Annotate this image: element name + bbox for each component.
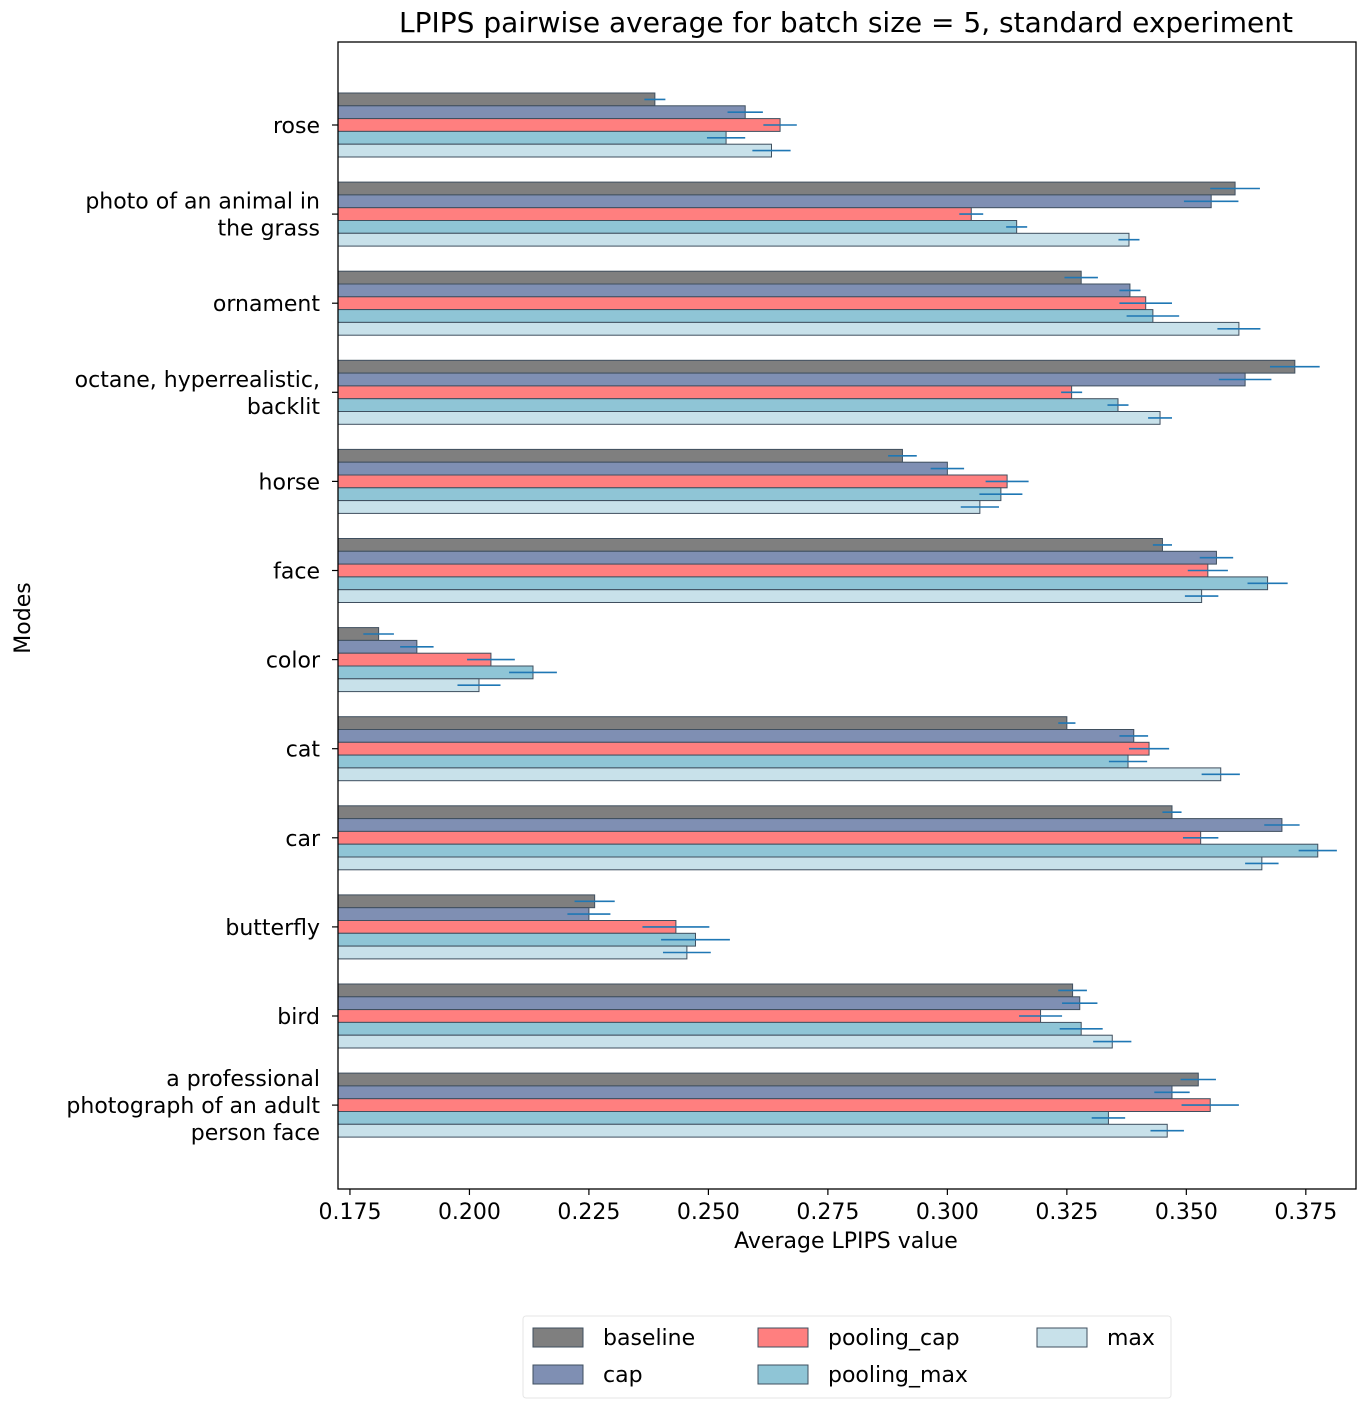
y-tick-label: rose bbox=[273, 114, 320, 139]
y-tick-label: photo of an animal in the grass bbox=[85, 190, 320, 242]
bar-max-10 bbox=[337, 1034, 1113, 1049]
bar-pooling_max-5 bbox=[337, 576, 1269, 591]
bar-pooling_max-8 bbox=[337, 843, 1319, 858]
bar-baseline-8 bbox=[337, 805, 1173, 820]
x-tick-label: 0.325 bbox=[1035, 1200, 1098, 1225]
chart-title: LPIPS pairwise average for batch size = … bbox=[399, 6, 1293, 39]
legend-label-pooling_max: pooling_max bbox=[828, 1363, 968, 1388]
bar-pooling_cap-9 bbox=[337, 920, 677, 934]
bar-cap-4 bbox=[337, 461, 948, 476]
error-bars-layer bbox=[363, 98, 1337, 1132]
bar-baseline-2 bbox=[337, 270, 1082, 285]
x-axis-label: Average LPIPS value bbox=[734, 1229, 958, 1254]
bar-baseline-11 bbox=[337, 1072, 1199, 1087]
bar-cap-2 bbox=[337, 283, 1131, 298]
bar-max-0 bbox=[337, 143, 772, 158]
bar-pooling_max-6 bbox=[337, 665, 534, 680]
y-tick-label: horse bbox=[259, 470, 320, 495]
bar-cap-7 bbox=[337, 729, 1135, 743]
bar-baseline-9 bbox=[337, 894, 596, 909]
bar-cap-0 bbox=[337, 105, 746, 120]
y-tick-label: car bbox=[285, 827, 321, 852]
bar-pooling_cap-1 bbox=[337, 207, 972, 221]
bar-pooling_max-10 bbox=[337, 1021, 1082, 1036]
bar-pooling_max-7 bbox=[337, 754, 1129, 769]
bar-max-9 bbox=[337, 945, 688, 960]
y-tick-label: face bbox=[273, 560, 320, 585]
x-tick-label: 0.225 bbox=[557, 1200, 620, 1225]
bar-baseline-10 bbox=[337, 983, 1074, 998]
bar-pooling_cap-4 bbox=[337, 474, 1008, 489]
x-tick-label: 0.350 bbox=[1155, 1200, 1218, 1225]
bar-cap-11 bbox=[337, 1085, 1173, 1100]
bar-baseline-5 bbox=[337, 538, 1163, 552]
bar-cap-9 bbox=[337, 907, 590, 922]
bar-pooling_max-0 bbox=[337, 130, 727, 145]
bar-cap-3 bbox=[337, 372, 1246, 387]
y-axis-label: Modes bbox=[11, 582, 36, 653]
bar-pooling_cap-5 bbox=[337, 563, 1209, 578]
bar-pooling_cap-10 bbox=[337, 1009, 1042, 1023]
y-tick-label: butterfly bbox=[225, 916, 320, 941]
bar-cap-5 bbox=[337, 550, 1217, 565]
y-tick-label: a professional photograph of an adult pers… bbox=[66, 1067, 320, 1146]
bar-pooling_max-9 bbox=[337, 932, 696, 947]
bar-max-5 bbox=[337, 589, 1203, 604]
bar-pooling_cap-0 bbox=[337, 118, 781, 132]
legend-swatch-pooling_max bbox=[757, 1364, 809, 1385]
bar-baseline-7 bbox=[337, 716, 1068, 731]
x-tick-label: 0.300 bbox=[916, 1200, 979, 1225]
bar-max-2 bbox=[337, 321, 1240, 336]
bars-layer bbox=[337, 92, 1319, 1138]
bar-pooling_cap-11 bbox=[337, 1098, 1211, 1112]
legend-label-cap: cap bbox=[603, 1363, 643, 1388]
bar-pooling_max-11 bbox=[337, 1111, 1109, 1125]
bar-baseline-1 bbox=[337, 181, 1236, 196]
plot-frame bbox=[337, 41, 1357, 1190]
bar-baseline-0 bbox=[337, 92, 656, 107]
bar-pooling_max-3 bbox=[337, 398, 1119, 413]
y-tick-label: ornament bbox=[213, 292, 320, 317]
bar-cap-1 bbox=[337, 194, 1212, 209]
y-tick-label: octane, hyperrealistic, backlit bbox=[75, 368, 321, 420]
bar-pooling_cap-7 bbox=[337, 741, 1150, 756]
bar-pooling_max-4 bbox=[337, 487, 1002, 502]
bar-pooling_max-1 bbox=[337, 220, 1018, 234]
legend: baseline cap pooling_cap pooling_max max bbox=[522, 1315, 1172, 1399]
y-tick-label: bird bbox=[277, 1005, 320, 1030]
legend-swatch-max bbox=[1036, 1327, 1088, 1348]
bar-cap-8 bbox=[337, 818, 1283, 832]
x-tick-label: 0.175 bbox=[318, 1200, 381, 1225]
legend-swatch-pooling_cap bbox=[757, 1327, 809, 1348]
x-axis-ticks: 0.175 0.200 0.225 0.250 0.275 0.300 0.325 0.350… bbox=[318, 1189, 1337, 1225]
bar-max-4 bbox=[337, 500, 981, 514]
bar-pooling_max-2 bbox=[337, 309, 1154, 323]
bar-max-1 bbox=[337, 232, 1130, 247]
bar-pooling_cap-2 bbox=[337, 296, 1147, 311]
x-tick-label: 0.250 bbox=[677, 1200, 740, 1225]
legend-frame bbox=[522, 1315, 1172, 1399]
bar-max-11 bbox=[337, 1123, 1168, 1138]
legend-swatch-cap bbox=[532, 1364, 584, 1385]
bar-baseline-4 bbox=[337, 448, 903, 463]
x-tick-label: 0.275 bbox=[796, 1200, 859, 1225]
bar-max-8 bbox=[337, 856, 1263, 871]
bar-baseline-3 bbox=[337, 359, 1296, 374]
y-tick-label: color bbox=[266, 649, 321, 674]
bar-cap-10 bbox=[337, 996, 1081, 1011]
bar-pooling_cap-8 bbox=[337, 830, 1202, 845]
bar-max-3 bbox=[337, 411, 1161, 425]
legend-label-max: max bbox=[1107, 1326, 1155, 1351]
x-tick-label: 0.375 bbox=[1274, 1200, 1337, 1225]
y-axis-ticks: rose photo of an animal in the grass orname… bbox=[66, 114, 338, 1146]
y-tick-label: cat bbox=[286, 738, 321, 763]
legend-swatch-baseline bbox=[532, 1327, 584, 1348]
legend-label-pooling_cap: pooling_cap bbox=[828, 1326, 960, 1351]
bar-pooling_cap-3 bbox=[337, 385, 1073, 400]
legend-label-baseline: baseline bbox=[603, 1326, 695, 1351]
x-tick-label: 0.200 bbox=[438, 1200, 501, 1225]
bar-max-7 bbox=[337, 767, 1222, 782]
